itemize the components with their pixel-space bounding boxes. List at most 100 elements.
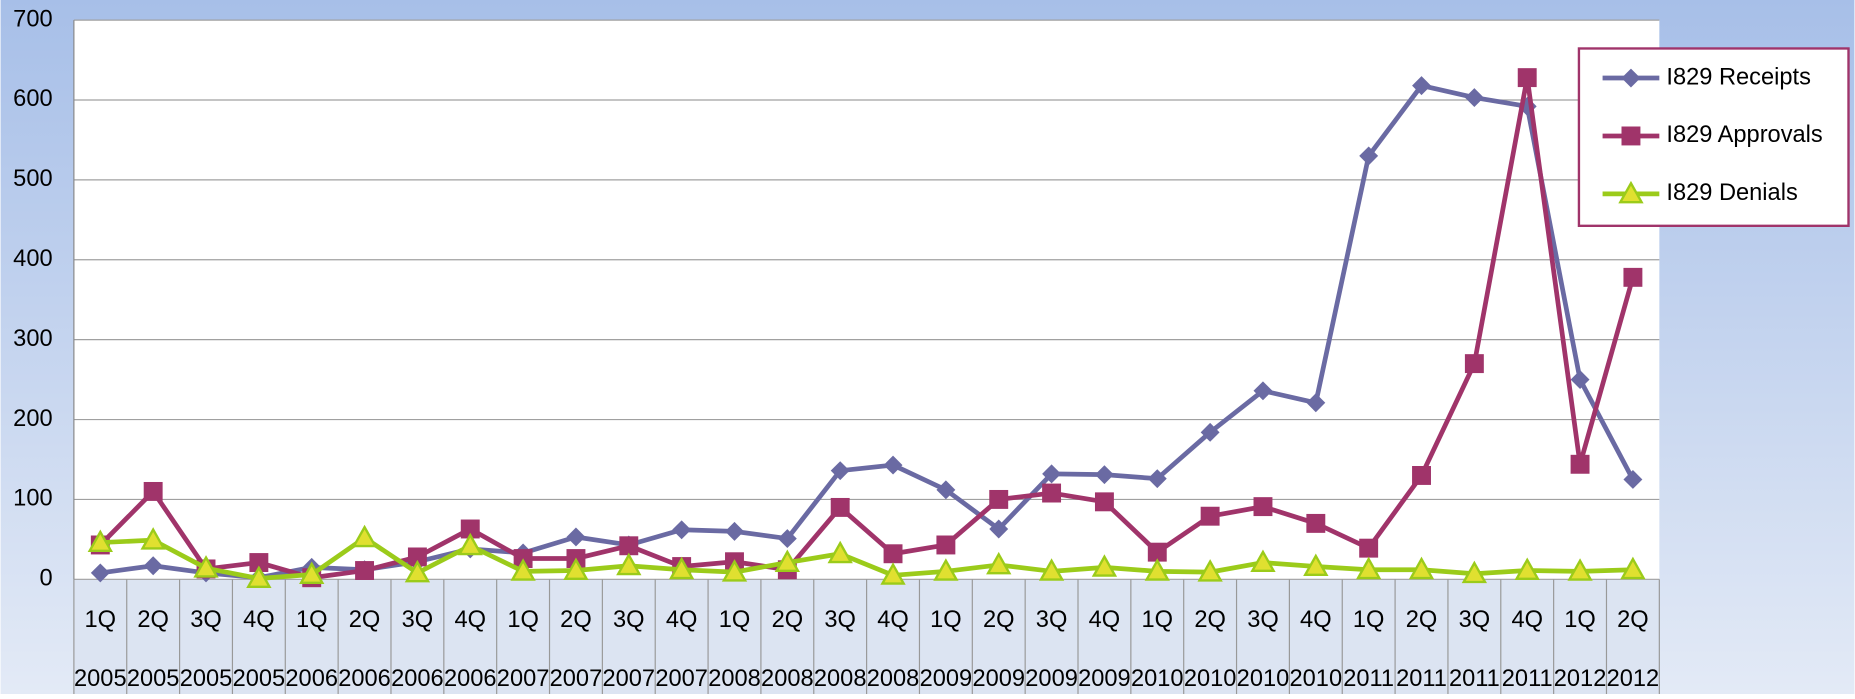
- x-tick-label: 3Q: [613, 607, 645, 633]
- marker: [404, 559, 431, 583]
- marker: [1359, 538, 1379, 558]
- x-tick-label: 1Q: [930, 607, 962, 633]
- x-tick-label: 2Q: [349, 607, 381, 633]
- marker: [989, 519, 1009, 539]
- marker: [827, 540, 853, 564]
- x-tick-label-year: 2009: [920, 666, 973, 692]
- marker: [880, 562, 906, 585]
- y-tick-label: 500: [13, 166, 52, 192]
- marker: [510, 558, 536, 581]
- x-tick-label: 4Q: [877, 607, 909, 633]
- plot-area: [73, 20, 1660, 580]
- marker: [1253, 497, 1273, 517]
- x-tick-label-year: 2011: [1449, 666, 1500, 692]
- marker: [830, 497, 850, 517]
- marker: [721, 559, 748, 582]
- x-tick-label-year: 2008: [708, 666, 761, 692]
- marker: [986, 551, 1012, 575]
- marker: [1461, 560, 1488, 584]
- marker: [1147, 542, 1167, 562]
- x-tick-label: 4Q: [454, 607, 486, 633]
- marker: [193, 555, 219, 578]
- marker: [1621, 68, 1641, 88]
- marker: [616, 552, 642, 576]
- marker: [1306, 393, 1326, 413]
- x-tick-label-year: 2008: [814, 666, 867, 692]
- marker: [1620, 556, 1646, 580]
- marker: [936, 535, 956, 555]
- marker: [143, 556, 163, 576]
- x-tick-label: 3Q: [1036, 607, 1068, 633]
- marker: [1147, 469, 1167, 489]
- y-tick-label: 200: [13, 406, 52, 432]
- x-tick-label: 4Q: [1300, 607, 1332, 633]
- marker: [668, 556, 695, 580]
- marker: [1623, 267, 1643, 287]
- marker: [1042, 483, 1062, 503]
- x-tick-label: 2Q: [1406, 607, 1438, 633]
- marker: [246, 565, 272, 588]
- x-tick-label: 4Q: [1089, 607, 1121, 633]
- x-tick-label-year: 2007: [497, 666, 550, 692]
- x-tick-label-year: 2011: [1396, 666, 1447, 692]
- marker: [1356, 556, 1382, 580]
- x-tick-label: 1Q: [85, 607, 117, 633]
- marker: [1514, 557, 1540, 580]
- x-tick-label-year: 2005: [180, 666, 233, 692]
- x-tick-label: 3Q: [1459, 607, 1491, 633]
- marker: [1412, 466, 1431, 485]
- x-tick-label: 1Q: [1353, 607, 1385, 633]
- marker: [883, 455, 903, 475]
- marker: [355, 561, 375, 580]
- x-tick-label-year: 2005: [74, 666, 127, 692]
- marker: [774, 549, 801, 573]
- x-tick-label: 3Q: [824, 607, 856, 633]
- y-tick-label: 400: [13, 246, 52, 272]
- marker: [1567, 558, 1593, 581]
- legend-label: I829 Approvals: [1666, 122, 1822, 148]
- x-tick-label-year: 2011: [1502, 666, 1553, 692]
- x-tick-label-year: 2010: [1237, 666, 1290, 692]
- marker: [1412, 76, 1431, 96]
- marker: [563, 557, 589, 580]
- marker: [140, 527, 166, 550]
- legend-label: I829 Receipts: [1666, 64, 1810, 90]
- legend-label: I829 Denials: [1666, 180, 1797, 206]
- marker: [143, 481, 163, 501]
- x-tick-label: 2Q: [983, 607, 1015, 633]
- x-tick-label: 2Q: [772, 607, 804, 633]
- x-tick-label-year: 2008: [867, 666, 920, 692]
- x-tick-label: 1Q: [507, 607, 539, 633]
- marker: [672, 520, 692, 540]
- x-tick-label-year: 2007: [603, 666, 656, 692]
- marker: [725, 521, 744, 541]
- marker: [1094, 492, 1114, 512]
- x-tick-label: 2Q: [560, 607, 592, 633]
- y-tick-label: 0: [39, 566, 52, 592]
- y-tick-label: 600: [13, 86, 52, 112]
- x-tick-label-year: 2006: [338, 666, 391, 692]
- x-tick-label-year: 2005: [233, 666, 286, 692]
- x-tick-label: 2Q: [1617, 607, 1649, 633]
- marker: [1091, 554, 1118, 577]
- x-tick-label-year: 2009: [1025, 666, 1078, 692]
- x-tick-label: 4Q: [1511, 607, 1543, 633]
- x-tick-label: 1Q: [719, 607, 751, 633]
- x-tick-label-year: 2009: [1078, 666, 1131, 692]
- marker: [1464, 354, 1484, 374]
- x-tick-label: 1Q: [296, 607, 328, 633]
- marker: [619, 536, 639, 556]
- x-tick-label-year: 2006: [391, 666, 444, 692]
- x-tick-label-year: 2012: [1607, 666, 1660, 692]
- x-tick-label: 3Q: [402, 607, 434, 633]
- marker: [1197, 559, 1223, 582]
- marker: [1144, 558, 1170, 581]
- marker: [299, 561, 325, 584]
- marker: [1038, 558, 1065, 581]
- x-tick-label-year: 2010: [1290, 666, 1343, 692]
- x-tick-label-year: 2009: [972, 666, 1025, 692]
- marker: [1621, 126, 1641, 146]
- x-tick-label: 4Q: [243, 607, 275, 633]
- marker: [1253, 381, 1273, 401]
